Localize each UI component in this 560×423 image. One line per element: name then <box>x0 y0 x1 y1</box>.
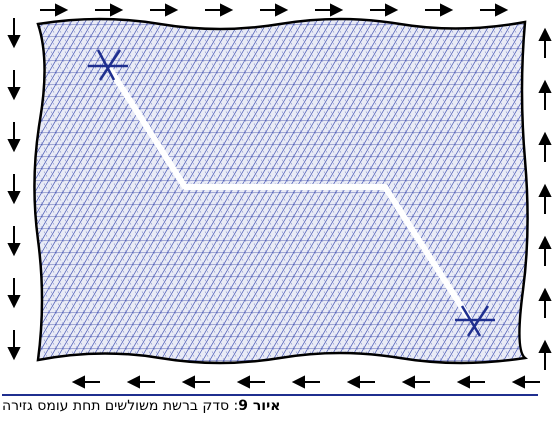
arrow-head <box>129 377 139 387</box>
arrow-head <box>540 82 550 92</box>
arrow-head <box>540 186 550 196</box>
arrow-head <box>459 377 469 387</box>
caption-rule <box>2 394 538 396</box>
arrow-head <box>56 5 66 15</box>
arrow-head <box>514 377 524 387</box>
caption: איור 9: סדק ברשת משולשים תחת עומס גזירה <box>2 398 542 414</box>
arrow-head <box>496 5 506 15</box>
figure-label: איור 9 <box>238 398 280 414</box>
arrow-head <box>111 5 121 15</box>
arrow-head <box>221 5 231 15</box>
arrow-head <box>540 342 550 352</box>
arrow-head <box>276 5 286 15</box>
arrow-head <box>404 377 414 387</box>
arrow-head <box>9 348 19 358</box>
arrow-head <box>540 290 550 300</box>
arrow-head <box>166 5 176 15</box>
arrow-head <box>540 238 550 248</box>
arrow-head <box>540 30 550 40</box>
arrow-head <box>294 377 304 387</box>
arrow-head <box>349 377 359 387</box>
arrow-head <box>74 377 84 387</box>
arrow-head <box>9 244 19 254</box>
arrow-head <box>9 36 19 46</box>
arrow-head <box>331 5 341 15</box>
arrow-head <box>441 5 451 15</box>
arrow-head <box>9 296 19 306</box>
arrow-head <box>184 377 194 387</box>
arrow-head <box>9 88 19 98</box>
arrow-head <box>9 192 19 202</box>
arrow-head <box>239 377 249 387</box>
arrow-head <box>540 134 550 144</box>
arrow-head <box>386 5 396 15</box>
caption-text: : סדק ברשת משולשים תחת עומס גזירה <box>2 398 238 414</box>
figure-image <box>0 0 560 392</box>
arrow-head <box>9 140 19 150</box>
page: איור 9: סדק ברשת משולשים תחת עומס גזירה … <box>0 0 560 423</box>
